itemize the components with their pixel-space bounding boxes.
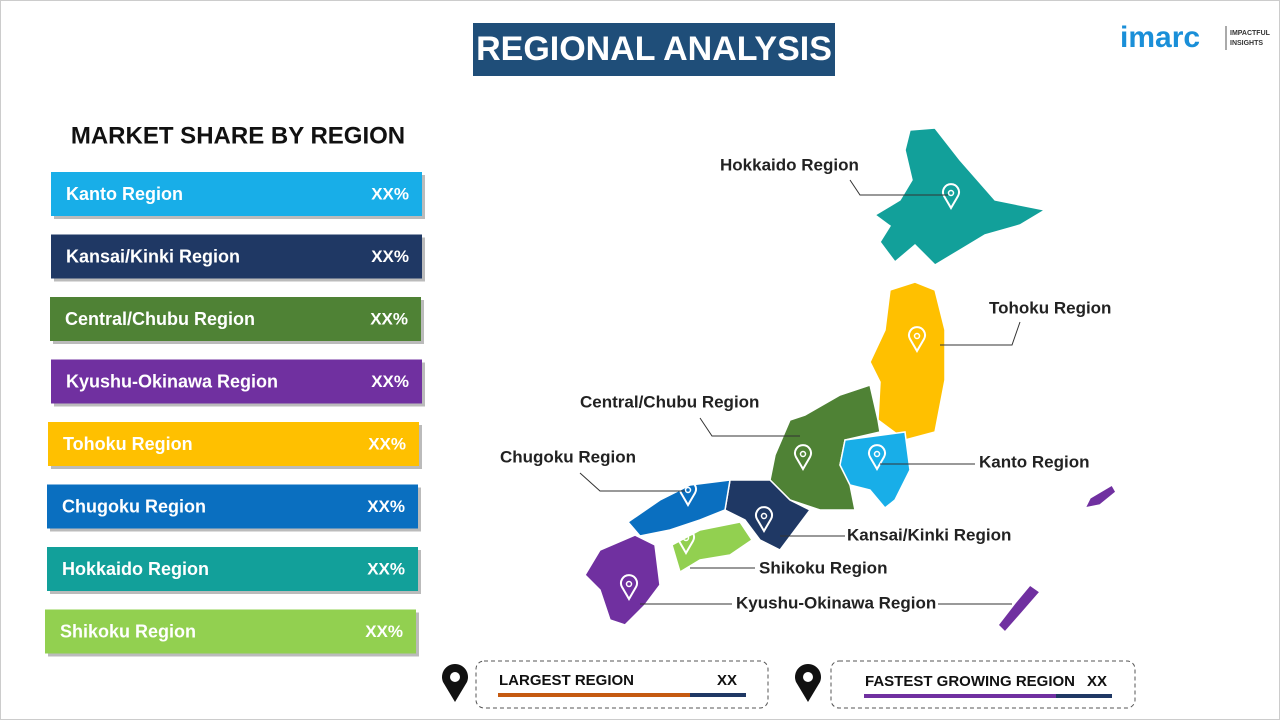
region-name: Chugoku Region — [62, 496, 206, 516]
map-label: Kyushu-Okinawa Region — [736, 593, 936, 612]
map-label: Kansai/Kinki Region — [847, 525, 1011, 544]
region-chugoku — [626, 479, 731, 537]
map-label: Tohoku Region — [989, 298, 1111, 317]
logo-tagline: IMPACTFUL — [1230, 30, 1271, 37]
pin-icon-hole — [803, 672, 813, 682]
share-row — [45, 609, 416, 654]
map-pin — [620, 574, 638, 601]
leader-line — [849, 179, 948, 196]
title-banner — [473, 23, 835, 76]
map-pin-dot — [760, 512, 768, 520]
footer-label: LARGEST REGION — [499, 672, 634, 689]
map-pin-dot — [625, 580, 633, 588]
region-name: Kyushu-Okinawa Region — [66, 371, 278, 391]
region-name: Tohoku Region — [63, 434, 193, 454]
map-pin — [677, 528, 695, 555]
region-name: Shikoku Region — [60, 621, 196, 641]
region-share: XX% — [365, 622, 403, 641]
map-pin — [794, 444, 812, 471]
region-share: XX% — [367, 497, 405, 516]
map-pin — [942, 183, 960, 210]
footer-box — [475, 660, 769, 709]
map-pin — [755, 506, 773, 533]
region-kanto — [839, 431, 911, 510]
footer-label: FASTEST GROWING REGION — [865, 673, 1075, 690]
share-row — [51, 172, 422, 216]
leader-lines — [579, 179, 1021, 605]
map-pins — [620, 183, 1022, 601]
region-share: XX% — [371, 372, 409, 391]
map-pin-dot — [1009, 567, 1017, 575]
pin-icon — [795, 664, 821, 702]
pin-icon — [442, 664, 468, 702]
share-row — [48, 422, 419, 466]
region-share: XX% — [368, 434, 406, 453]
footer-box — [830, 660, 1136, 709]
region-hokkaido — [873, 127, 1048, 266]
share-row — [47, 484, 418, 529]
share-list: Kanto Region XX% Kansai/Kinki Region XX% Cen… — [45, 172, 425, 657]
map-label: Chugoku Region — [500, 447, 636, 466]
region-share: XX% — [371, 184, 409, 203]
region-okinawa — [997, 583, 1042, 634]
map-labels: Hokkaido Region Tohoku Region Central/Ch… — [500, 155, 1111, 612]
region-name: Hokkaido Region — [62, 559, 209, 579]
underline — [498, 693, 690, 697]
map-pin-dot — [799, 450, 807, 458]
map-pin-dot — [684, 486, 692, 494]
share-row — [51, 234, 422, 279]
region-shikoku — [671, 521, 754, 574]
japan-map — [584, 127, 1117, 634]
share-row — [51, 359, 422, 404]
map-pin-dot — [947, 189, 955, 197]
region-name: Central/Chubu Region — [65, 309, 255, 329]
pin-icon-hole — [450, 672, 460, 682]
region-kansai — [724, 479, 812, 551]
map-pin — [1004, 561, 1022, 588]
title: REGIONAL ANALYSIS — [476, 30, 832, 68]
footer-value: XX — [1087, 673, 1107, 690]
map-pin — [908, 326, 926, 353]
map-pin-dot — [682, 534, 690, 542]
region-share: XX% — [371, 247, 409, 266]
logo: imarc — [1120, 21, 1200, 54]
region-name: Kansai/Kinki Region — [66, 246, 240, 266]
map-pin — [868, 444, 886, 471]
region-share: XX% — [367, 559, 405, 578]
footer-value: XX — [717, 672, 737, 689]
map-label: Shikoku Region — [759, 558, 887, 577]
region-name: Kanto Region — [66, 184, 183, 204]
map-pin-dot — [913, 332, 921, 340]
share-row — [50, 297, 421, 341]
leader-line — [579, 472, 685, 492]
underline — [1056, 694, 1112, 698]
underline — [864, 694, 1056, 698]
leader-line — [940, 321, 1021, 346]
section-title: MARKET SHARE BY REGION — [71, 122, 405, 149]
region-share: XX% — [370, 309, 408, 328]
map-label: Central/Chubu Region — [580, 392, 759, 411]
leader-line — [699, 417, 800, 437]
map-label: Kanto Region — [979, 452, 1090, 471]
underline — [690, 693, 746, 697]
footer: LARGEST REGION XX FASTEST GROWING REGION… — [442, 660, 1136, 709]
share-row — [47, 547, 418, 591]
map-label: Hokkaido Region — [720, 155, 859, 174]
logo-tagline: INSIGHTS — [1230, 40, 1263, 47]
region-tohoku — [869, 281, 946, 441]
map-pin-dot — [873, 450, 881, 458]
region-islands — [1083, 483, 1117, 510]
